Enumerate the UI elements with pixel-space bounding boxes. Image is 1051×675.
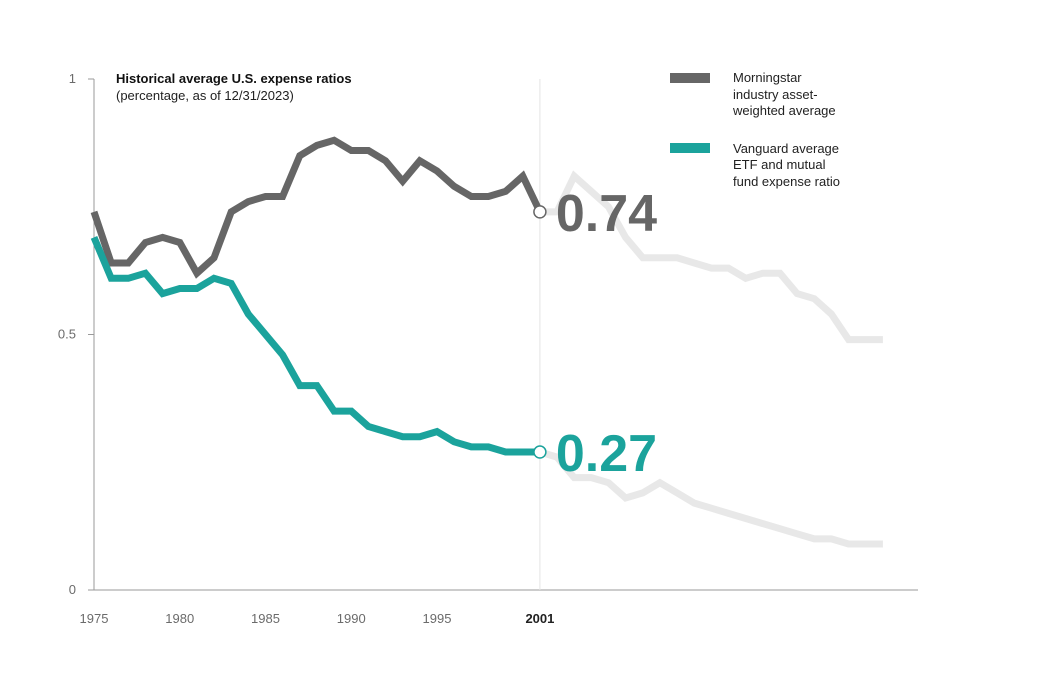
y-tick-label: 1 [69,71,76,86]
x-tick-label: 1975 [80,611,109,626]
y-tick-labels: 00.51 [58,71,94,597]
legend: Morningstar industry asset- weighted ave… [670,70,840,189]
y-tick-label: 0.5 [58,327,76,342]
end-value-callouts: 0.74 0.27 [556,185,657,483]
legend-label-vanguard-line-2: ETF and mutual [733,157,826,172]
end-value-vanguard: 0.27 [556,425,657,483]
legend-label-vanguard-line-3: fund expense ratio [733,174,840,189]
y-tick-label: 0 [69,582,76,597]
x-tick-labels: 2001 1975 1980 1985 1990 1995 [80,611,555,626]
x-tick-label: 1990 [337,611,366,626]
series-line-0 [90,136,544,279]
chart-title: Historical average U.S. expense ratios [116,71,352,86]
legend-swatch-morningstar [670,73,710,83]
legend-label-vanguard-line-1: Vanguard average [733,141,839,156]
chart-title-block: Historical average U.S. expense ratios (… [116,71,352,103]
ghost-series-line-1 [538,448,883,548]
legend-label-morningstar-line-1: Morningstar [733,70,802,85]
ghost-series-layer [538,170,883,548]
x-tick-label: 1995 [423,611,452,626]
series-end-point-1 [533,445,547,459]
x-tick-label: 1985 [251,611,280,626]
end-value-morningstar: 0.74 [556,185,657,243]
series-end-point-0 [533,205,547,219]
x-tick-label-highlight: 2001 [525,611,554,626]
x-tick-label: 1980 [165,611,194,626]
legend-swatch-vanguard [670,143,710,153]
legend-label-morningstar-line-2: industry asset- [733,87,818,102]
series-line-1 [90,236,540,456]
chart-subtitle: (percentage, as of 12/31/2023) [116,88,294,103]
legend-label-morningstar-line-3: weighted average [732,103,836,118]
series-layer [90,136,547,459]
ghost-series-line-0 [539,170,883,344]
